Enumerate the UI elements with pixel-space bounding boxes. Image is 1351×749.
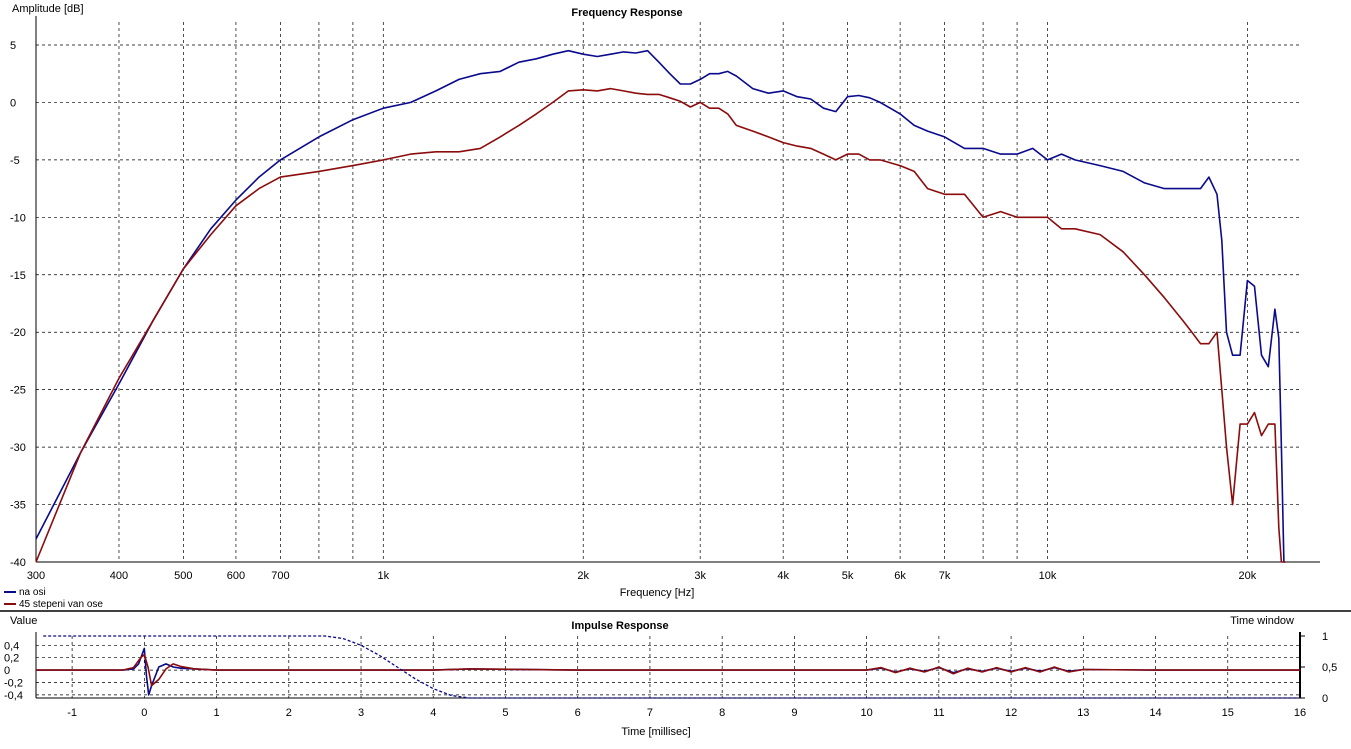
ir-xtick-label: 9 [791, 707, 797, 719]
ir-ytick-label: -0,4 [4, 690, 23, 702]
ir-ytick-label: 0,2 [4, 653, 19, 665]
fr-xtick-label: 7k [939, 570, 951, 582]
ir-xtick-label: 13 [1077, 707, 1089, 719]
fr-xtick-label: 2k [577, 570, 589, 582]
fr-ytick-label: -10 [10, 212, 26, 224]
fr-xtick-label: 700 [271, 570, 289, 582]
legend-label-45-stepeni: 45 stepeni van ose [19, 599, 103, 610]
ir-ytick-label: 0,4 [4, 640, 19, 652]
ir-xtick-label: 5 [502, 707, 508, 719]
ir-xtick-label: 12 [1005, 707, 1017, 719]
fr-ytick-label: -20 [10, 327, 26, 339]
ir-xtick-label: 14 [1149, 707, 1161, 719]
fr-ytick-label: -15 [10, 270, 26, 282]
fr-xtick-label: 400 [110, 570, 128, 582]
ir-xtick-label: 4 [430, 707, 436, 719]
ir-series-line-0 [36, 647, 1300, 696]
ir-series-line-1 [36, 653, 1300, 687]
fr-title: Frequency Response [571, 7, 682, 19]
ir-xtick-label: 6 [575, 707, 581, 719]
ir-xtick-label: 1 [214, 707, 220, 719]
fr-ylabel: Amplitude [dB] [12, 3, 84, 15]
fr-xtick-label: 4k [777, 570, 789, 582]
fr-ytick-label: -30 [10, 442, 26, 454]
ir-xtick-label: 7 [647, 707, 653, 719]
fr-series-line-1 [35, 87, 1286, 563]
ir-series-line-2 [43, 635, 1300, 699]
fr-ytick-label: -35 [10, 500, 26, 512]
fr-xtick-label: 1k [377, 570, 389, 582]
fr-xtick-label: 20k [1239, 570, 1257, 582]
fr-ytick-label: -5 [10, 155, 20, 167]
ir-y2label: Time window [1230, 615, 1294, 627]
fr-xtick-label: 6k [894, 570, 906, 582]
ir-title: Impulse Response [571, 620, 668, 632]
fr-xtick-label: 10k [1039, 570, 1057, 582]
ir-xtick-label: 8 [719, 707, 725, 719]
ir-xtick-label: 16 [1294, 707, 1306, 719]
fr-xlabel: Frequency [Hz] [620, 587, 695, 599]
fr-xtick-label: 300 [27, 570, 45, 582]
fr-xtick-label: 5k [842, 570, 854, 582]
ir-xtick-label: 2 [286, 707, 292, 719]
impulse-response-plot: -1 0 1 2 3 4 5 6 7 8 9 10 11 12 13 14 15 160,40,20-0,2-0,… [4, 631, 1337, 719]
ir-ylabel: Value [10, 615, 37, 627]
ir-xtick-label: 11 [933, 707, 944, 719]
ir-xtick-label: 10 [861, 707, 873, 719]
ir-ytick-label: 0 [4, 665, 10, 677]
ir-xtick-label: 15 [1222, 707, 1234, 719]
ir-y2tick-label: 0,5 [1322, 662, 1337, 674]
legend-label-na-osi: na osi [19, 587, 46, 598]
ir-y2tick-label: 0 [1322, 693, 1328, 705]
ir-xtick-label: 3 [358, 707, 364, 719]
fr-series-line-0 [35, 49, 1286, 563]
ir-xtick-label: 0 [141, 707, 147, 719]
fr-xtick-label: 600 [227, 570, 245, 582]
fr-ytick-label: -40 [10, 557, 26, 569]
ir-xtick-label: -1 [67, 707, 77, 719]
fr-ytick-label: 0 [10, 97, 16, 109]
fr-xtick-label: 3k [694, 570, 706, 582]
fr-ytick-label: 5 [10, 40, 16, 52]
ir-xlabel: Time [millisec] [621, 726, 690, 738]
fr-xtick-label: 500 [174, 570, 192, 582]
fr-ytick-label: -25 [10, 385, 26, 397]
ir-ytick-label: -0,2 [4, 678, 23, 690]
ir-y2tick-label: 1 [1322, 631, 1328, 643]
